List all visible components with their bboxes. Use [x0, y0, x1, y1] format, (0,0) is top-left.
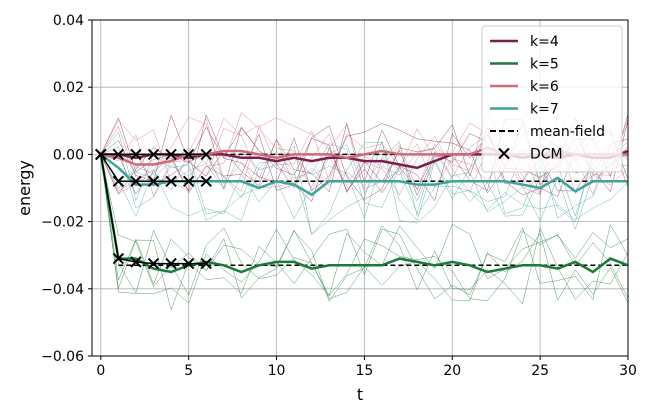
y-tick-label: −0.04 [41, 282, 84, 298]
legend: k=4 k=5 k=6 k=7 mean-field DCM [481, 25, 623, 173]
dcm-marker-stroke [147, 257, 160, 270]
y-axis-label: energy [15, 160, 34, 216]
dcm-marker-stroke [130, 175, 142, 187]
dcm-marker-stroke [182, 257, 195, 270]
legend-label: mean-field [530, 124, 605, 140]
legend-label: k=7 [530, 102, 559, 118]
y-tick-label: 0.04 [53, 13, 84, 29]
x-tick-label: 20 [443, 363, 461, 379]
dcm-marker-stroke [130, 256, 142, 268]
dcm-marker-stroke [200, 148, 212, 161]
trace-line [100, 154, 629, 304]
y-tick-label: −0.06 [41, 349, 84, 365]
dcm-marker-stroke [147, 148, 160, 161]
dcm-marker [147, 175, 160, 187]
x-tick-label: 30 [619, 363, 637, 379]
trace-line [100, 144, 629, 220]
plot-frame [91, 19, 629, 357]
x-tick-label: 25 [531, 363, 549, 379]
x-tick-label: 10 [268, 363, 286, 379]
legend-label: k=6 [530, 79, 559, 95]
dcm-marker-stroke [165, 175, 177, 187]
series-line-k=5 [99, 154, 629, 274]
dcm-marker-stroke [112, 148, 125, 161]
dcm-marker-stroke [182, 175, 195, 187]
trace-line [100, 154, 629, 305]
dcm-marker [130, 175, 142, 187]
trace-line [100, 111, 629, 195]
dcm-marker-stroke [165, 257, 177, 270]
dcm-marker [165, 175, 177, 187]
dcm-marker [200, 148, 212, 161]
dcm-marker [95, 148, 107, 161]
dcm-marker-stroke [200, 257, 212, 270]
x-tick-label: 15 [355, 363, 373, 379]
dcm-marker-stroke [165, 148, 177, 161]
dcm-marker-stroke [112, 175, 125, 187]
legend-marker-dcm [498, 147, 510, 160]
legend-label: DCM [530, 147, 563, 163]
dcm-marker [112, 148, 125, 161]
dcm-marker-stroke [112, 252, 125, 265]
dcm-marker [147, 148, 160, 161]
dcm-marker [130, 256, 142, 268]
dcm-marker [165, 257, 177, 270]
y-tick-label: −0.02 [41, 215, 84, 231]
dcm-marker-stroke [182, 148, 195, 161]
dcm-marker-stroke [200, 175, 212, 187]
dcm-marker-stroke [147, 175, 160, 187]
dcm-marker-stroke [130, 148, 142, 161]
dcm-markers [95, 148, 212, 270]
dcm-marker [182, 257, 195, 270]
x-axis-label: t [357, 385, 363, 404]
dcm-marker [130, 148, 142, 161]
axis-ticks: 0 5 10 15 20 25 30 0.04 0.02 0.00 −0.02 −0.04 −0.06 [41, 13, 637, 379]
trace-line [100, 141, 629, 221]
y-tick-label: 0.02 [53, 80, 84, 96]
dcm-marker [200, 257, 212, 270]
dcm-marker [147, 257, 160, 270]
dcm-marker [165, 148, 177, 161]
dcm-marker [200, 175, 212, 187]
dcm-marker [182, 175, 195, 187]
dcm-marker-stroke [498, 147, 510, 160]
y-tick-label: 0.00 [53, 147, 84, 163]
x-tick-label: 0 [96, 363, 105, 379]
dcm-marker-stroke [95, 148, 107, 161]
trace-line [100, 154, 629, 302]
dcm-marker [182, 148, 195, 161]
dcm-marker [112, 175, 125, 187]
legend-label: k=5 [530, 57, 559, 73]
x-tick-label: 5 [184, 363, 193, 379]
legend-label: k=4 [530, 34, 559, 50]
dcm-marker [112, 252, 125, 265]
